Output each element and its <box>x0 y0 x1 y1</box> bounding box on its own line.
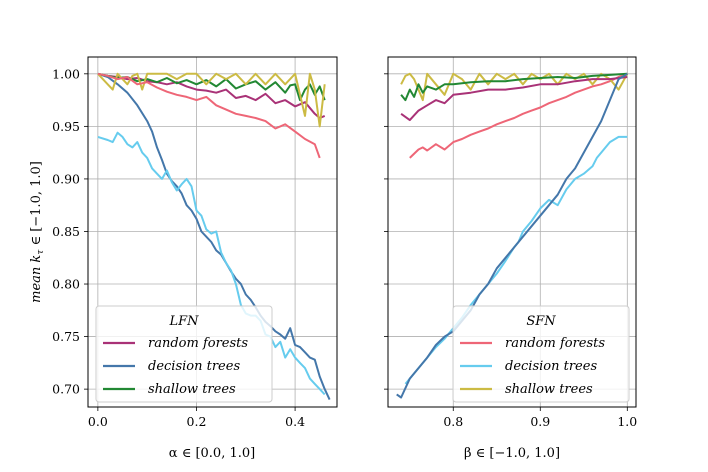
left-series-shallow-trees <box>97 72 326 102</box>
right-legend-box <box>452 305 630 403</box>
left-series-pink <box>97 72 321 159</box>
right-legend-title: SFN <box>526 314 556 329</box>
right-legend-label-2: shallow trees <box>505 382 593 397</box>
left-y-tick-label-1: 0.75 <box>52 329 80 344</box>
right-series-random-forests <box>409 72 628 159</box>
left-axes-frame <box>87 56 338 408</box>
right-series <box>396 72 629 399</box>
right-x-tick-label-2: 1.0 <box>617 414 637 429</box>
left-y-axis-label: mean kτ ∈ [−1.0, 1.0] <box>29 161 46 303</box>
right-series-purple <box>400 76 628 122</box>
left-legend-label-1: decision trees <box>148 359 240 374</box>
right-axes-frame <box>387 56 637 408</box>
left-x-tick-label-1: 0.2 <box>187 414 207 429</box>
left-ticks: 0.0 0.2 0.4 0.70 0.75 0.80 0.85 0.90 0.95 1.00 <box>52 66 305 429</box>
left-legend: LFN random forests decision trees shallo… <box>95 305 273 403</box>
left-series-yellow <box>97 72 326 128</box>
left-panel: 0.0 0.2 0.4 0.70 0.75 0.80 0.85 0.90 0.95 1.00 α … <box>29 56 338 461</box>
left-series <box>97 72 331 401</box>
left-x-axis-label: α ∈ [0.0, 1.0] <box>169 446 255 461</box>
left-y-tick-label-4: 0.90 <box>52 171 80 186</box>
left-y-tick-label-5: 0.95 <box>52 119 80 134</box>
left-x-tick-label-0: 0.0 <box>88 414 108 429</box>
right-legend-label-1: decision trees <box>505 359 597 374</box>
left-legend-box <box>95 305 273 403</box>
left-y-tick-label-6: 1.00 <box>52 66 80 81</box>
right-x-tick-label-1: 0.9 <box>530 414 550 429</box>
left-y-tick-label-3: 0.85 <box>52 224 80 239</box>
right-series-shallow-trees <box>400 72 629 102</box>
left-series-cyan <box>97 131 326 396</box>
left-legend-label-2: shallow trees <box>148 382 236 397</box>
right-legend: SFN random forests decision trees shallo… <box>452 305 630 403</box>
left-y-tick-label-0: 0.70 <box>52 382 80 397</box>
right-x-axis-label: β ∈ [−1.0, 1.0] <box>464 446 560 461</box>
left-y-tick-label-2: 0.80 <box>52 277 80 292</box>
left-x-tick-label-2: 0.4 <box>285 414 305 429</box>
right-panel: 0.8 0.9 1.0 β ∈ [−1.0, 1.0] SFN random for… <box>384 56 637 461</box>
left-legend-title: LFN <box>168 314 199 329</box>
left-legend-label-0: random forests <box>148 336 248 351</box>
right-series-blue <box>396 72 628 399</box>
right-x-tick-label-0: 0.8 <box>443 414 463 429</box>
left-series-random-forests <box>97 72 326 119</box>
right-series-green <box>400 72 628 102</box>
right-ticks: 0.8 0.9 1.0 <box>384 73 637 429</box>
right-legend-label-0: random forests <box>505 336 605 351</box>
